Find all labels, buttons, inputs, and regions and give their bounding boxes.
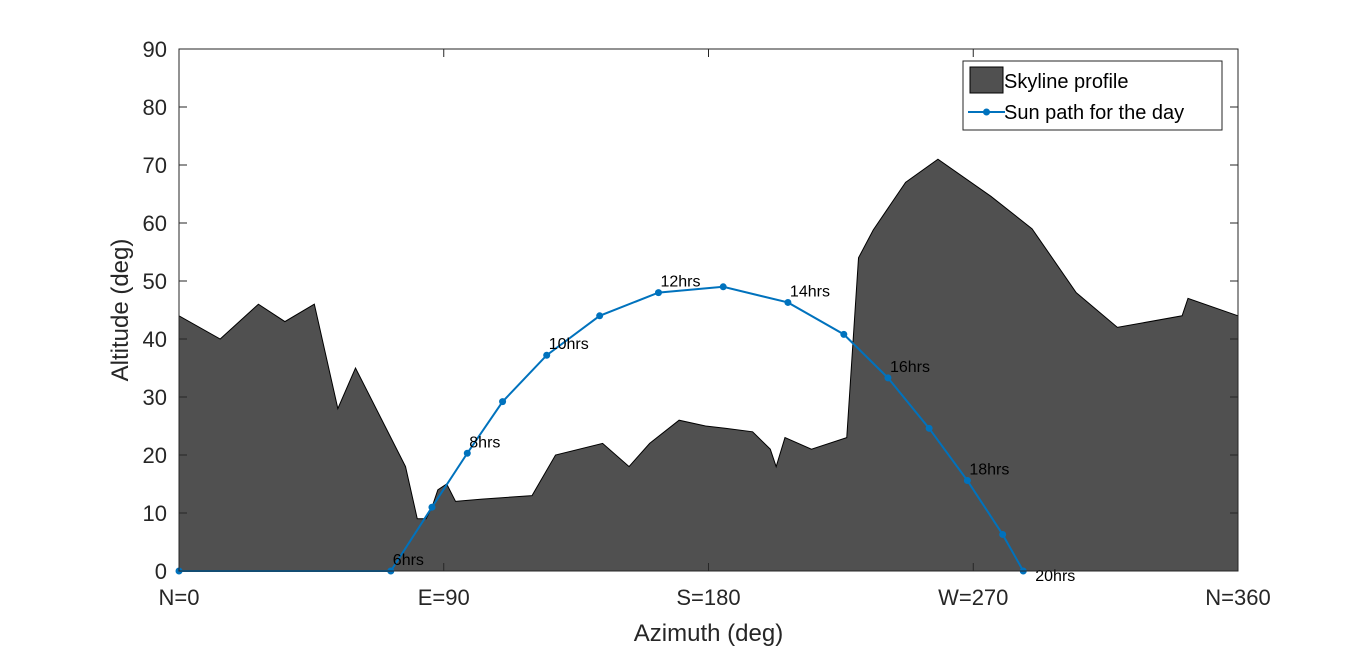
skyline-layer: [178, 158, 1239, 572]
sun-path-point: [543, 351, 551, 359]
hour-label: 8hrs: [469, 434, 500, 451]
sun-path-line: [179, 285, 1025, 572]
y-tick-label: 70: [143, 153, 167, 178]
y-tick-label: 0: [155, 559, 167, 584]
sun-path-point: [925, 424, 933, 432]
x-tick-label: W=270: [938, 585, 1008, 610]
sun-path-point: [596, 312, 604, 320]
x-tick-label: S=180: [676, 585, 740, 610]
y-tick-label: 10: [143, 501, 167, 526]
sun-path-layer: [175, 283, 1027, 575]
sun-path-point: [428, 503, 436, 511]
sun-path-point: [463, 449, 471, 457]
plot-area: 6hrs 8hrs 10hrs 12hrs 14hrs 16hrs 18hrs 20hrs: [175, 158, 1239, 585]
y-tick-label: 90: [143, 37, 167, 62]
legend-sun-path-label: Sun path for the day: [1004, 102, 1184, 124]
hour-labels: 6hrs 8hrs 10hrs 12hrs 14hrs 16hrs 18hrs 20hrs: [393, 274, 1075, 585]
sun-path-point: [784, 298, 792, 306]
x-tick-label: N=360: [1205, 585, 1270, 610]
legend-box: [962, 60, 1223, 131]
sun-path-point: [999, 530, 1007, 538]
hour-label: 10hrs: [549, 336, 589, 353]
y-tick-label: 40: [143, 327, 167, 352]
hour-label: 6hrs: [393, 552, 424, 569]
axis-ticks: N=0 E=90 S=180 W=270 N=360 0 10 20 30 40 50 60 70 80 9…: [143, 37, 1271, 610]
legend-skyline-label: Skyline profile: [1004, 71, 1129, 93]
legend-skyline-swatch: [969, 66, 1004, 94]
y-tick-label: 20: [143, 443, 167, 468]
sun-path-point: [963, 477, 971, 485]
y-axis-label: Altitude (deg): [107, 239, 134, 382]
y-tick-label: 80: [143, 95, 167, 120]
sun-path-point: [499, 398, 507, 406]
hour-label: 12hrs: [660, 274, 700, 291]
hour-label: 20hrs: [1035, 568, 1075, 585]
sun-path-point: [719, 283, 727, 291]
y-tick-label: 60: [143, 211, 167, 236]
sun-path-point: [840, 330, 848, 338]
y-tick-label: 50: [143, 269, 167, 294]
legend-sun-path-marker: [983, 108, 990, 116]
skyline-profile-area: [178, 158, 1239, 572]
hour-label: 18hrs: [969, 462, 1009, 479]
hour-label: 14hrs: [790, 283, 830, 300]
hour-label: 16hrs: [890, 359, 930, 376]
x-tick-label: E=90: [418, 585, 470, 610]
sun-path-point: [654, 289, 662, 297]
y-tick-label: 30: [143, 385, 167, 410]
x-tick-label: N=0: [159, 585, 200, 610]
x-axis-label: Azimuth (deg): [634, 620, 783, 647]
sun-path-point: [884, 374, 892, 382]
legend: Skyline profile Sun path for the day: [962, 60, 1223, 131]
